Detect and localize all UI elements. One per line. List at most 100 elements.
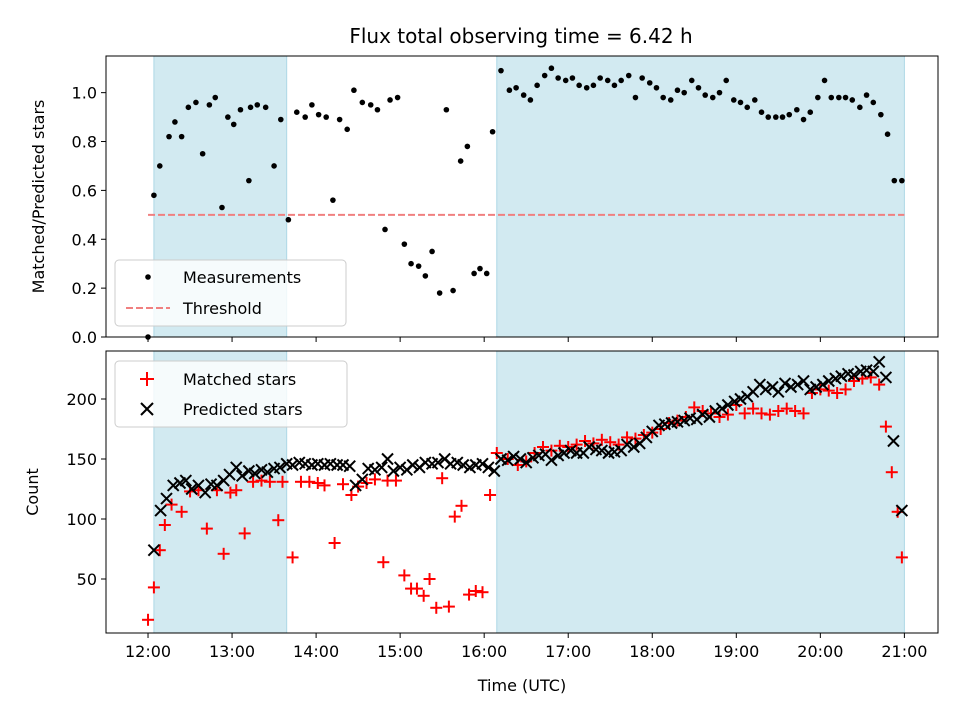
measurement-point bbox=[271, 163, 277, 169]
predicted-star-point bbox=[734, 392, 747, 406]
matched-star-point bbox=[175, 505, 188, 518]
predicted-star-point bbox=[154, 504, 167, 517]
measurement-point bbox=[382, 226, 388, 233]
measurement-point bbox=[891, 177, 898, 184]
matched-star-point bbox=[747, 402, 760, 415]
predicted-star-point bbox=[198, 486, 212, 499]
matched-star-point bbox=[839, 383, 852, 396]
y-tick-label: 1.0 bbox=[72, 84, 97, 103]
predicted-star-point bbox=[867, 365, 880, 378]
measurement-point bbox=[367, 102, 374, 108]
predicted-star-point bbox=[847, 368, 861, 382]
predicted-star-point bbox=[185, 482, 198, 496]
measurement-point bbox=[660, 94, 666, 101]
x-tick-label: 18:00 bbox=[629, 642, 675, 661]
matched-star-point bbox=[772, 405, 785, 417]
predicted-star-point bbox=[235, 469, 249, 483]
matched-star-point bbox=[389, 474, 402, 487]
predicted-star-point bbox=[507, 450, 520, 463]
legend-predicted-label: Predicted stars bbox=[183, 400, 303, 419]
matched-star-point bbox=[423, 573, 436, 585]
matched-star-point bbox=[276, 475, 289, 488]
y-tick-label: 0.2 bbox=[72, 279, 97, 298]
matched-star-point bbox=[217, 547, 230, 560]
matched-star-point bbox=[455, 499, 468, 512]
matched-star-point bbox=[763, 408, 776, 421]
matched-star-point bbox=[247, 475, 260, 488]
predicted-star-point bbox=[393, 461, 407, 474]
measurement-point bbox=[285, 216, 292, 223]
measurement-point bbox=[779, 114, 786, 120]
measurement-point bbox=[323, 114, 329, 120]
shaded-region bbox=[496, 350, 905, 634]
y-tick-label: 0.6 bbox=[72, 181, 97, 200]
measurement-point bbox=[723, 77, 730, 84]
top-y-ticks: 0.0 0.2 0.4 0.6 0.8 1.0 bbox=[72, 84, 106, 347]
y-tick-label: 0.8 bbox=[72, 133, 97, 152]
measurement-point bbox=[498, 67, 504, 74]
matched-star-point bbox=[442, 600, 455, 613]
measurement-point bbox=[225, 114, 231, 120]
measurement-point bbox=[899, 177, 905, 184]
measurement-point bbox=[884, 131, 891, 137]
predicted-star-point bbox=[381, 452, 394, 466]
measurement-point bbox=[836, 94, 842, 101]
matched-star-point bbox=[797, 407, 810, 420]
predicted-star-point bbox=[482, 461, 495, 474]
matched-star-point bbox=[417, 589, 430, 602]
matched-star-point bbox=[789, 405, 802, 417]
matched-star-point bbox=[621, 431, 634, 444]
measurement-point bbox=[667, 97, 674, 103]
matched-star-point bbox=[238, 527, 251, 540]
top-shaded-regions bbox=[153, 55, 905, 338]
matched-star-point bbox=[476, 586, 489, 599]
measurement-point bbox=[541, 72, 548, 79]
predicted-star-point bbox=[595, 444, 609, 457]
x-tick-label: 17:00 bbox=[545, 642, 591, 661]
predicted-star-point bbox=[368, 463, 382, 477]
x-tick-label: 13:00 bbox=[209, 642, 255, 661]
predicted-star-point bbox=[627, 440, 640, 454]
measurement-point bbox=[821, 77, 828, 84]
x-tick-label: 14:00 bbox=[293, 642, 339, 661]
measurement-point bbox=[429, 248, 435, 255]
measurement-point bbox=[359, 99, 366, 106]
measurement-point bbox=[773, 114, 779, 120]
bottom-legend-box bbox=[114, 360, 348, 428]
measurement-point bbox=[870, 99, 877, 106]
predicted-star-point bbox=[476, 457, 489, 471]
measurement-point bbox=[611, 82, 618, 89]
matched-star-point bbox=[570, 438, 583, 451]
predicted-star-point bbox=[778, 377, 792, 390]
measurement-point bbox=[166, 133, 172, 140]
predicted-star-point bbox=[759, 383, 772, 396]
x-tick-label: 19:00 bbox=[713, 642, 759, 661]
matched-star-point bbox=[463, 588, 476, 601]
predicted-star-point bbox=[784, 380, 798, 394]
measurement-point bbox=[674, 87, 681, 94]
predicted-star-point bbox=[797, 374, 810, 388]
matched-star-point bbox=[780, 402, 793, 415]
measurement-point bbox=[436, 290, 443, 296]
measurement-point bbox=[625, 72, 632, 79]
bottom-y-ticks: 50 100 150 200 bbox=[66, 390, 106, 589]
matched-star-point bbox=[885, 466, 898, 479]
predicted-star-point bbox=[286, 458, 299, 472]
measurement-point bbox=[632, 94, 639, 101]
measurement-point bbox=[206, 102, 213, 108]
bottom-y-axis-label: Count bbox=[23, 468, 42, 516]
matched-star-point bbox=[430, 601, 443, 614]
matched-star-point bbox=[303, 475, 316, 488]
predicted-star-point bbox=[545, 453, 558, 467]
measurement-point bbox=[450, 287, 456, 294]
matched-star-point bbox=[755, 407, 768, 420]
measurement-point bbox=[520, 92, 527, 98]
measurement-point bbox=[576, 82, 582, 89]
matched-star-point bbox=[328, 537, 341, 549]
matched-star-point bbox=[895, 551, 908, 564]
bottom-panel: 50 100 150 200 12:00 13:00 14:00 15:00 16:00 17:… bbox=[23, 350, 939, 695]
measurement-point bbox=[489, 128, 496, 135]
measurement-point bbox=[597, 75, 603, 81]
measurement-point bbox=[534, 82, 540, 89]
matched-star-point bbox=[822, 384, 835, 397]
